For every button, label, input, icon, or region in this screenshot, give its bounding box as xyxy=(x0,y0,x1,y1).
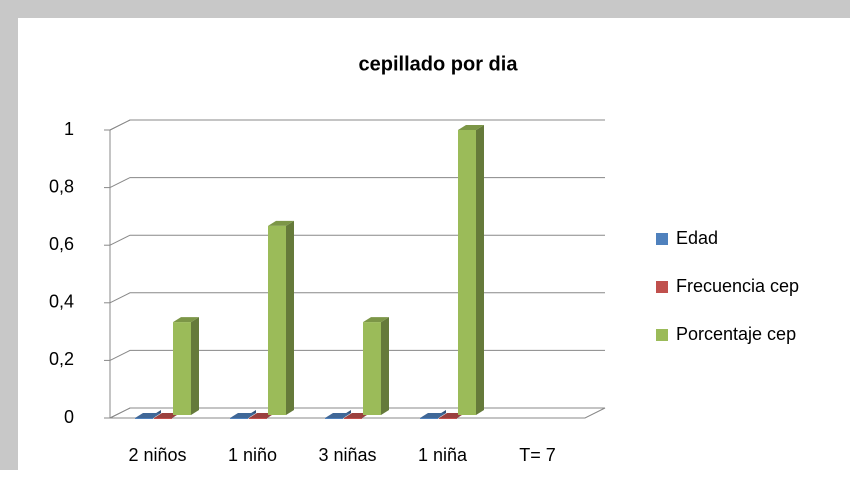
bar-top xyxy=(268,220,294,226)
x-tick-label: 1 niña xyxy=(418,445,468,465)
bar-top xyxy=(173,317,199,323)
y-tick-label: 0,4 xyxy=(49,292,74,312)
bar-front xyxy=(344,418,362,419)
bar-top xyxy=(420,413,446,418)
grid-line xyxy=(109,349,605,361)
bar-front xyxy=(230,418,248,419)
grid-line xyxy=(109,119,605,131)
bar xyxy=(230,410,256,419)
bar-front xyxy=(363,322,381,415)
grid-line xyxy=(109,177,605,189)
x-tick-label: 2 niños xyxy=(128,445,186,465)
y-tick-label: 0,6 xyxy=(49,234,74,254)
bar-front xyxy=(420,418,438,419)
bar-side xyxy=(476,125,484,415)
legend-label: Porcentaje cep xyxy=(676,324,796,344)
bar xyxy=(325,410,351,419)
legend-swatch xyxy=(656,281,668,293)
bar-top xyxy=(458,125,484,130)
bar-top xyxy=(135,413,161,418)
grid-line xyxy=(109,234,605,246)
bar-front xyxy=(249,418,267,419)
grid-line xyxy=(109,292,605,304)
bar-side xyxy=(191,317,199,415)
legend-label: Frecuencia cep xyxy=(676,276,799,296)
bar xyxy=(420,410,446,419)
y-tick-label: 0 xyxy=(64,407,74,427)
chart-title: cepillado por dia xyxy=(359,53,519,75)
legend-swatch xyxy=(656,233,668,245)
bar xyxy=(268,220,294,415)
bar-side xyxy=(381,317,389,415)
bar xyxy=(458,125,484,415)
x-tick-label: 3 niñas xyxy=(318,445,376,465)
grid-line xyxy=(109,407,605,419)
y-tick-label: 1 xyxy=(64,119,74,139)
bar-front xyxy=(439,418,457,419)
y-tick-label: 0,8 xyxy=(49,176,74,196)
legend-swatch xyxy=(656,329,668,341)
frame-top xyxy=(0,0,850,18)
legend-label: Edad xyxy=(676,228,718,248)
x-tick-label: 1 niño xyxy=(228,445,277,465)
bar-front xyxy=(325,418,343,419)
bar xyxy=(135,410,161,419)
bar-front xyxy=(154,418,172,419)
bar-top xyxy=(325,413,351,418)
bar xyxy=(173,317,199,415)
bar-front xyxy=(135,418,153,419)
bar-front xyxy=(458,130,476,415)
bar-top xyxy=(363,317,389,323)
bar-front xyxy=(268,225,286,415)
bar-side xyxy=(286,220,294,415)
frame-left xyxy=(0,0,18,470)
bar-front xyxy=(173,322,191,415)
bar xyxy=(363,317,389,415)
bar-top xyxy=(230,413,256,418)
y-tick-label: 0,2 xyxy=(49,349,74,369)
x-tick-label: T= 7 xyxy=(519,445,556,465)
